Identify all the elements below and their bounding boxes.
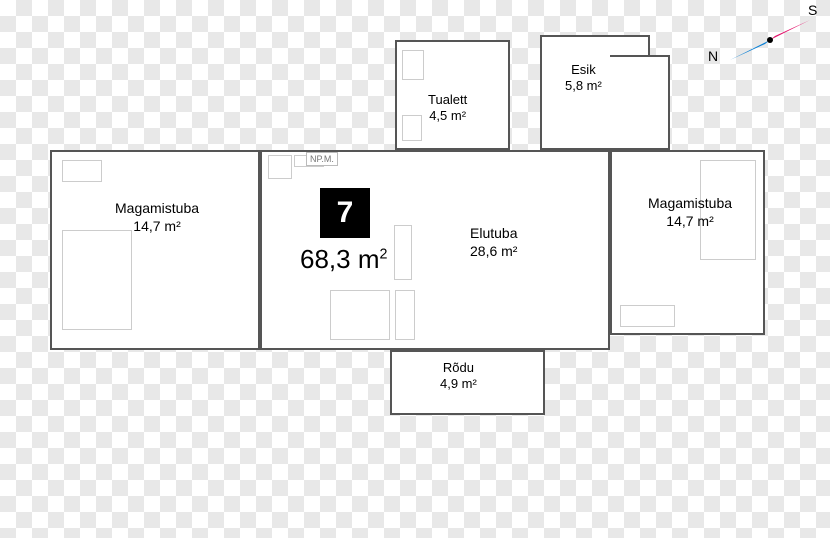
total-area-value: 68,3 m: [300, 244, 380, 274]
room-name: Esik: [565, 62, 602, 78]
room-name: Magamistuba: [115, 200, 199, 218]
total-area: 68,3 m2: [300, 244, 387, 275]
label-esik: Esik 5,8 m²: [565, 62, 602, 95]
room-corridor: [610, 55, 670, 150]
furniture: [394, 225, 412, 280]
room-name: Rõdu: [440, 360, 477, 376]
label-magamistuba-right: Magamistuba 14,7 m²: [648, 195, 732, 230]
label-tualett: Tualett 4,5 m²: [428, 92, 467, 125]
room-name: Elutuba: [470, 225, 517, 243]
label-rodu: Rõdu 4,9 m²: [440, 360, 477, 393]
compass-north-label: N: [708, 48, 718, 64]
furniture: [395, 290, 415, 340]
furniture: [62, 160, 102, 182]
room-name: Magamistuba: [648, 195, 732, 213]
room-area: 5,8 m²: [565, 78, 602, 94]
total-area-sup: 2: [380, 246, 388, 262]
floorplan-canvas: Magamistuba 14,7 m² Elutuba 28,6 m² Maga…: [0, 0, 830, 538]
room-area: 14,7 m²: [115, 218, 199, 236]
furniture: [268, 155, 292, 179]
room-area: 4,5 m²: [428, 108, 467, 124]
furniture: [402, 115, 422, 141]
furniture: [330, 290, 390, 340]
furniture: [402, 50, 424, 80]
room-area: 14,7 m²: [648, 213, 732, 231]
compass-icon: [720, 10, 820, 70]
furniture: [62, 230, 132, 330]
kitchen-tag: NP.M.: [306, 152, 338, 166]
room-name: Tualett: [428, 92, 467, 108]
furniture: [620, 305, 675, 327]
unit-number: 7: [337, 196, 354, 230]
label-magamistuba-left: Magamistuba 14,7 m²: [115, 200, 199, 235]
room-area: 28,6 m²: [470, 243, 517, 261]
label-elutuba: Elutuba 28,6 m²: [470, 225, 517, 260]
unit-number-badge: 7: [320, 188, 370, 238]
compass-south-label: S: [808, 2, 817, 18]
room-area: 4,9 m²: [440, 376, 477, 392]
